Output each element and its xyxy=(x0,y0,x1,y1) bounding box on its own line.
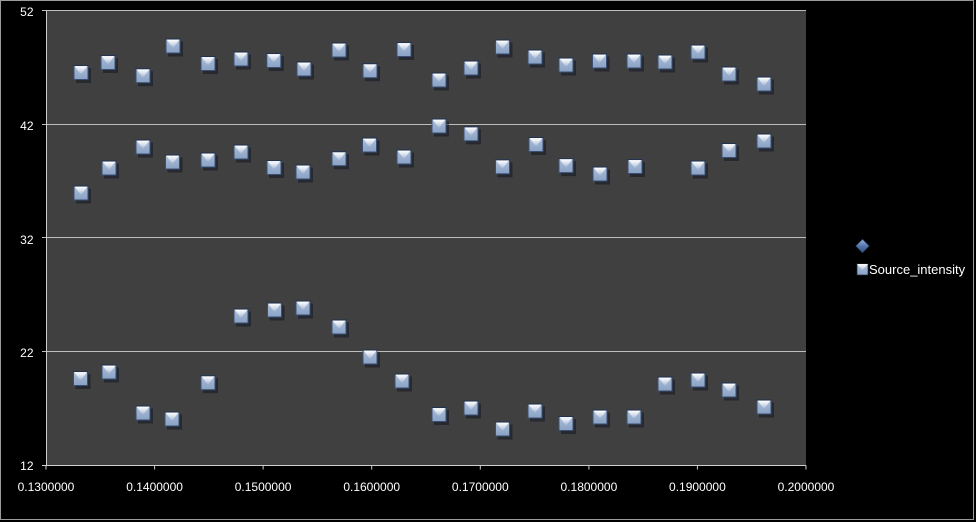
svg-text:52: 52 xyxy=(20,5,34,19)
svg-text:0.1300000: 0.1300000 xyxy=(18,480,75,494)
svg-text:32: 32 xyxy=(20,233,34,247)
svg-text:0.2000000: 0.2000000 xyxy=(778,480,835,494)
svg-text:42: 42 xyxy=(20,119,34,133)
svg-text:0.1900000: 0.1900000 xyxy=(669,480,726,494)
svg-text:0.1700000: 0.1700000 xyxy=(452,480,509,494)
svg-text:Source_intensity: Source_intensity xyxy=(869,262,966,277)
svg-text:0.1400000: 0.1400000 xyxy=(126,480,183,494)
svg-text:0.1800000: 0.1800000 xyxy=(561,480,618,494)
svg-text:22: 22 xyxy=(20,346,34,360)
svg-text:0.1600000: 0.1600000 xyxy=(343,480,400,494)
svg-text:12: 12 xyxy=(20,459,34,473)
svg-text:0.1500000: 0.1500000 xyxy=(235,480,292,494)
